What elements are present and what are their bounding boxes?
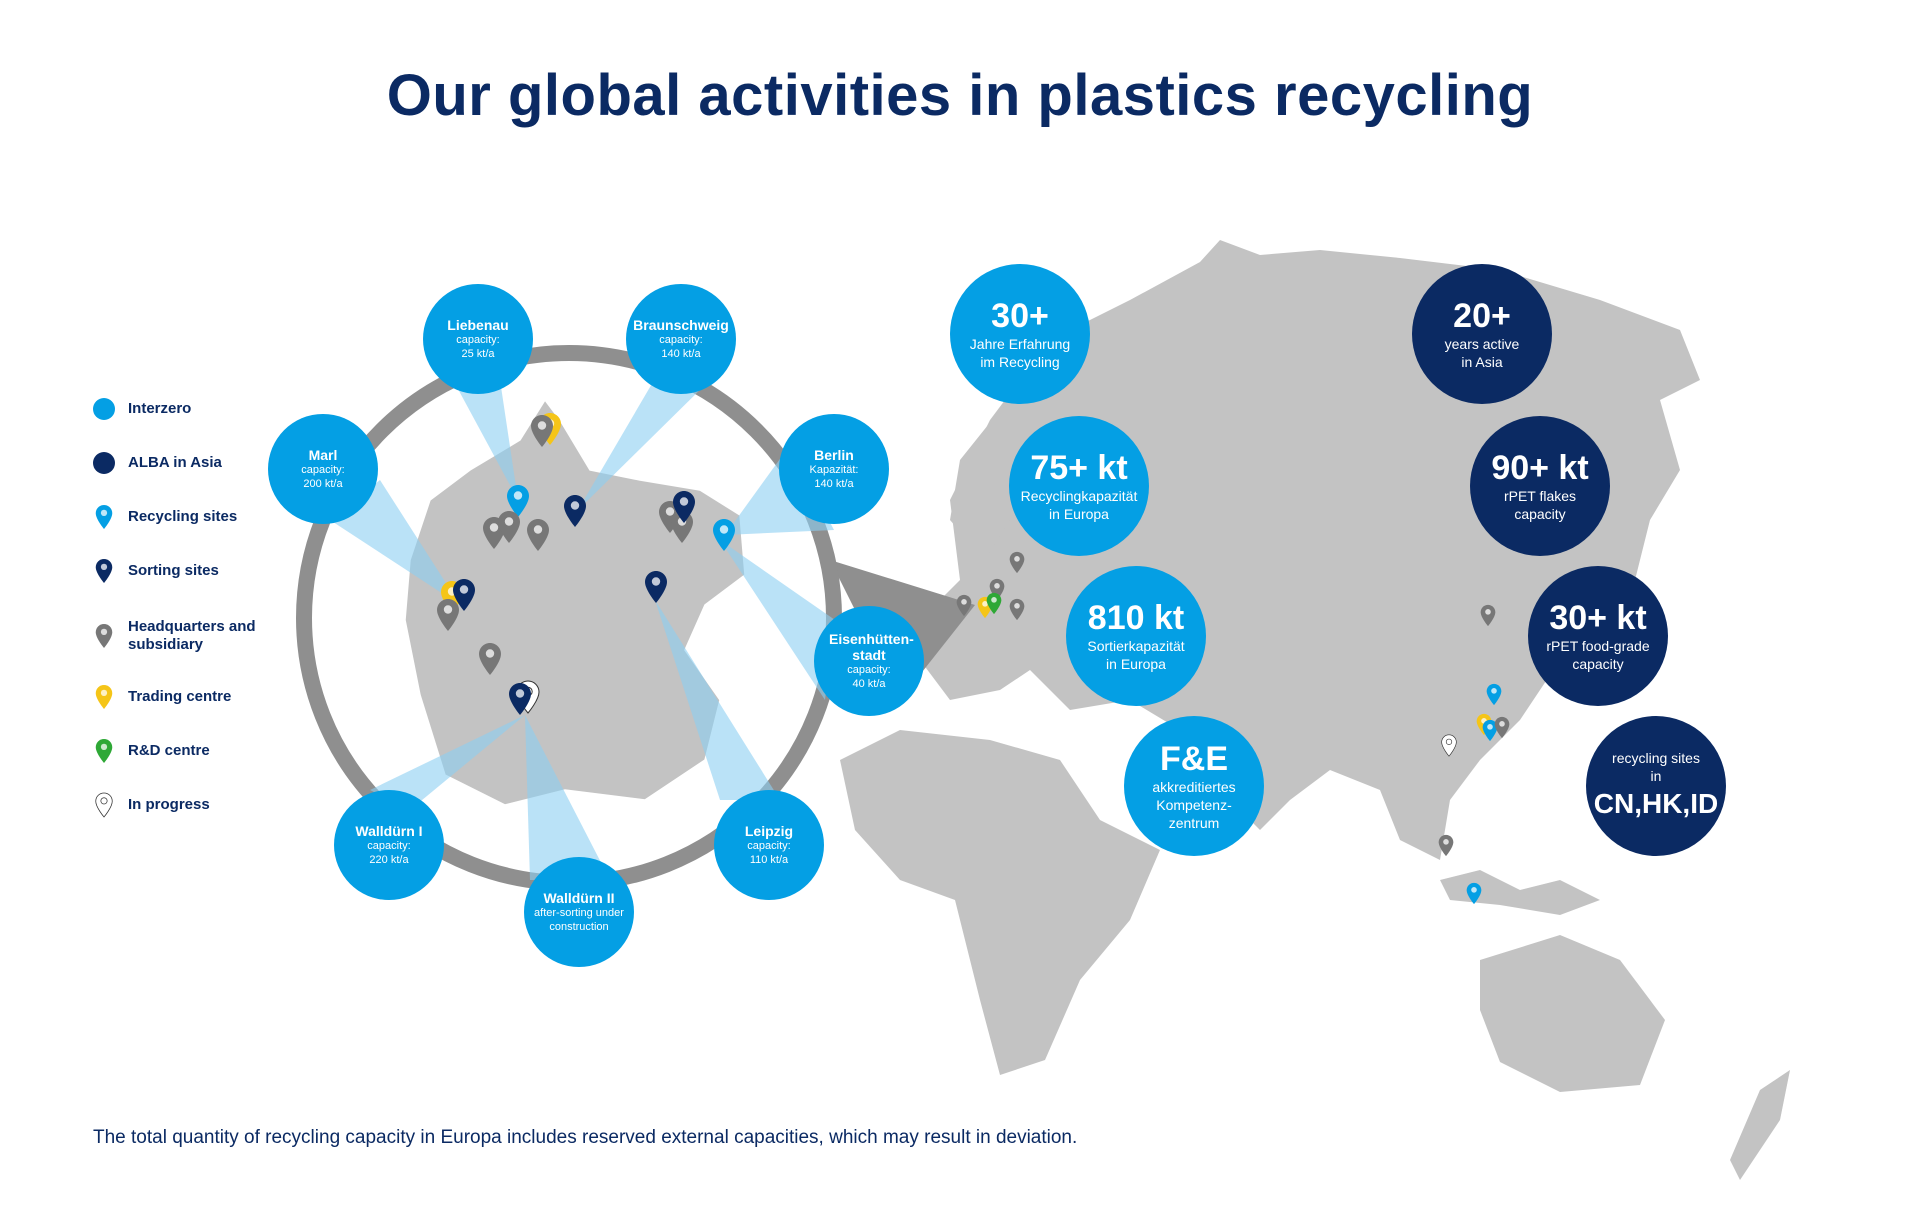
- trading-pin-icon: [92, 682, 116, 712]
- stat-bubble-rpet-food-grade: 30+ kt rPET food-grade capacity: [1528, 566, 1668, 706]
- africa-landmass: [840, 730, 1160, 1075]
- site-bubble-berlin: Berlin Kapazität: 140 kt/a: [779, 414, 889, 524]
- australia-landmass: [1480, 935, 1665, 1092]
- stat-bubble-sorting-capacity: 810 kt Sortierkapazität in Europa: [1066, 566, 1206, 706]
- legend-item-trading: Trading centre: [92, 682, 312, 712]
- site-bubble-leipzig: Leipzig capacity: 110 kt/a: [714, 790, 824, 900]
- legend-item-sorting: Sorting sites: [92, 556, 312, 586]
- stat-bubble-rnd: F&E akkreditiertes Kompetenz-zentrum: [1124, 716, 1264, 856]
- site-bubble-liebenau: Liebenau capacity: 25 kt/a: [423, 284, 533, 394]
- legend-item-recycling: Recycling sites: [92, 502, 312, 532]
- indonesia-islands: [1440, 870, 1600, 915]
- footnote: The total quantity of recycling capacity…: [93, 1127, 1078, 1148]
- legend-item-headquarters: Headquarters and subsidiary: [92, 618, 312, 654]
- legend-item-interzero: Interzero: [92, 394, 312, 424]
- page-title: Our global activities in plastics recycl…: [386, 63, 1534, 128]
- scandinavia: [950, 380, 1060, 560]
- headquarters-pin-icon: [92, 621, 116, 651]
- stat-bubble-years-asia: 20+ years active in Asia: [1412, 264, 1552, 404]
- light-blue-dot-icon: [92, 394, 116, 424]
- in-progress-pin-icon: [92, 790, 116, 820]
- legend-item-in-progress: In progress: [92, 790, 312, 820]
- new-zealand: [1730, 1070, 1790, 1180]
- legend-item-rnd: R&D centre: [92, 736, 312, 766]
- stat-bubble-years-experience: 30+ Jahre Erfahrung im Recycling: [950, 264, 1090, 404]
- site-bubble-braunschweig: Braunschweig capacity: 140 kt/a: [626, 284, 736, 394]
- dark-blue-dot-icon: [92, 448, 116, 478]
- site-bubble-eisenhuettenstadt: Eisenhütten-stadt capacity: 40 kt/a: [814, 606, 924, 716]
- recycling-pin-icon: [92, 502, 116, 532]
- site-bubble-wallduern-2: Walldürn II after-sorting under constructi…: [524, 857, 634, 967]
- stat-bubble-asia-sites: recycling sites in CN,HK,ID: [1586, 716, 1726, 856]
- site-bubble-marl: Marl capacity: 200 kt/a: [268, 414, 378, 524]
- stat-bubble-rpet-flakes: 90+ kt rPET flakes capacity: [1470, 416, 1610, 556]
- rnd-pin-icon: [92, 736, 116, 766]
- stat-bubble-recycling-capacity: 75+ kt Recyclingkapazität in Europa: [1009, 416, 1149, 556]
- legend-item-alba-asia: ALBA in Asia: [92, 448, 312, 478]
- sorting-pin-icon: [92, 556, 116, 586]
- germany-map: [404, 398, 746, 806]
